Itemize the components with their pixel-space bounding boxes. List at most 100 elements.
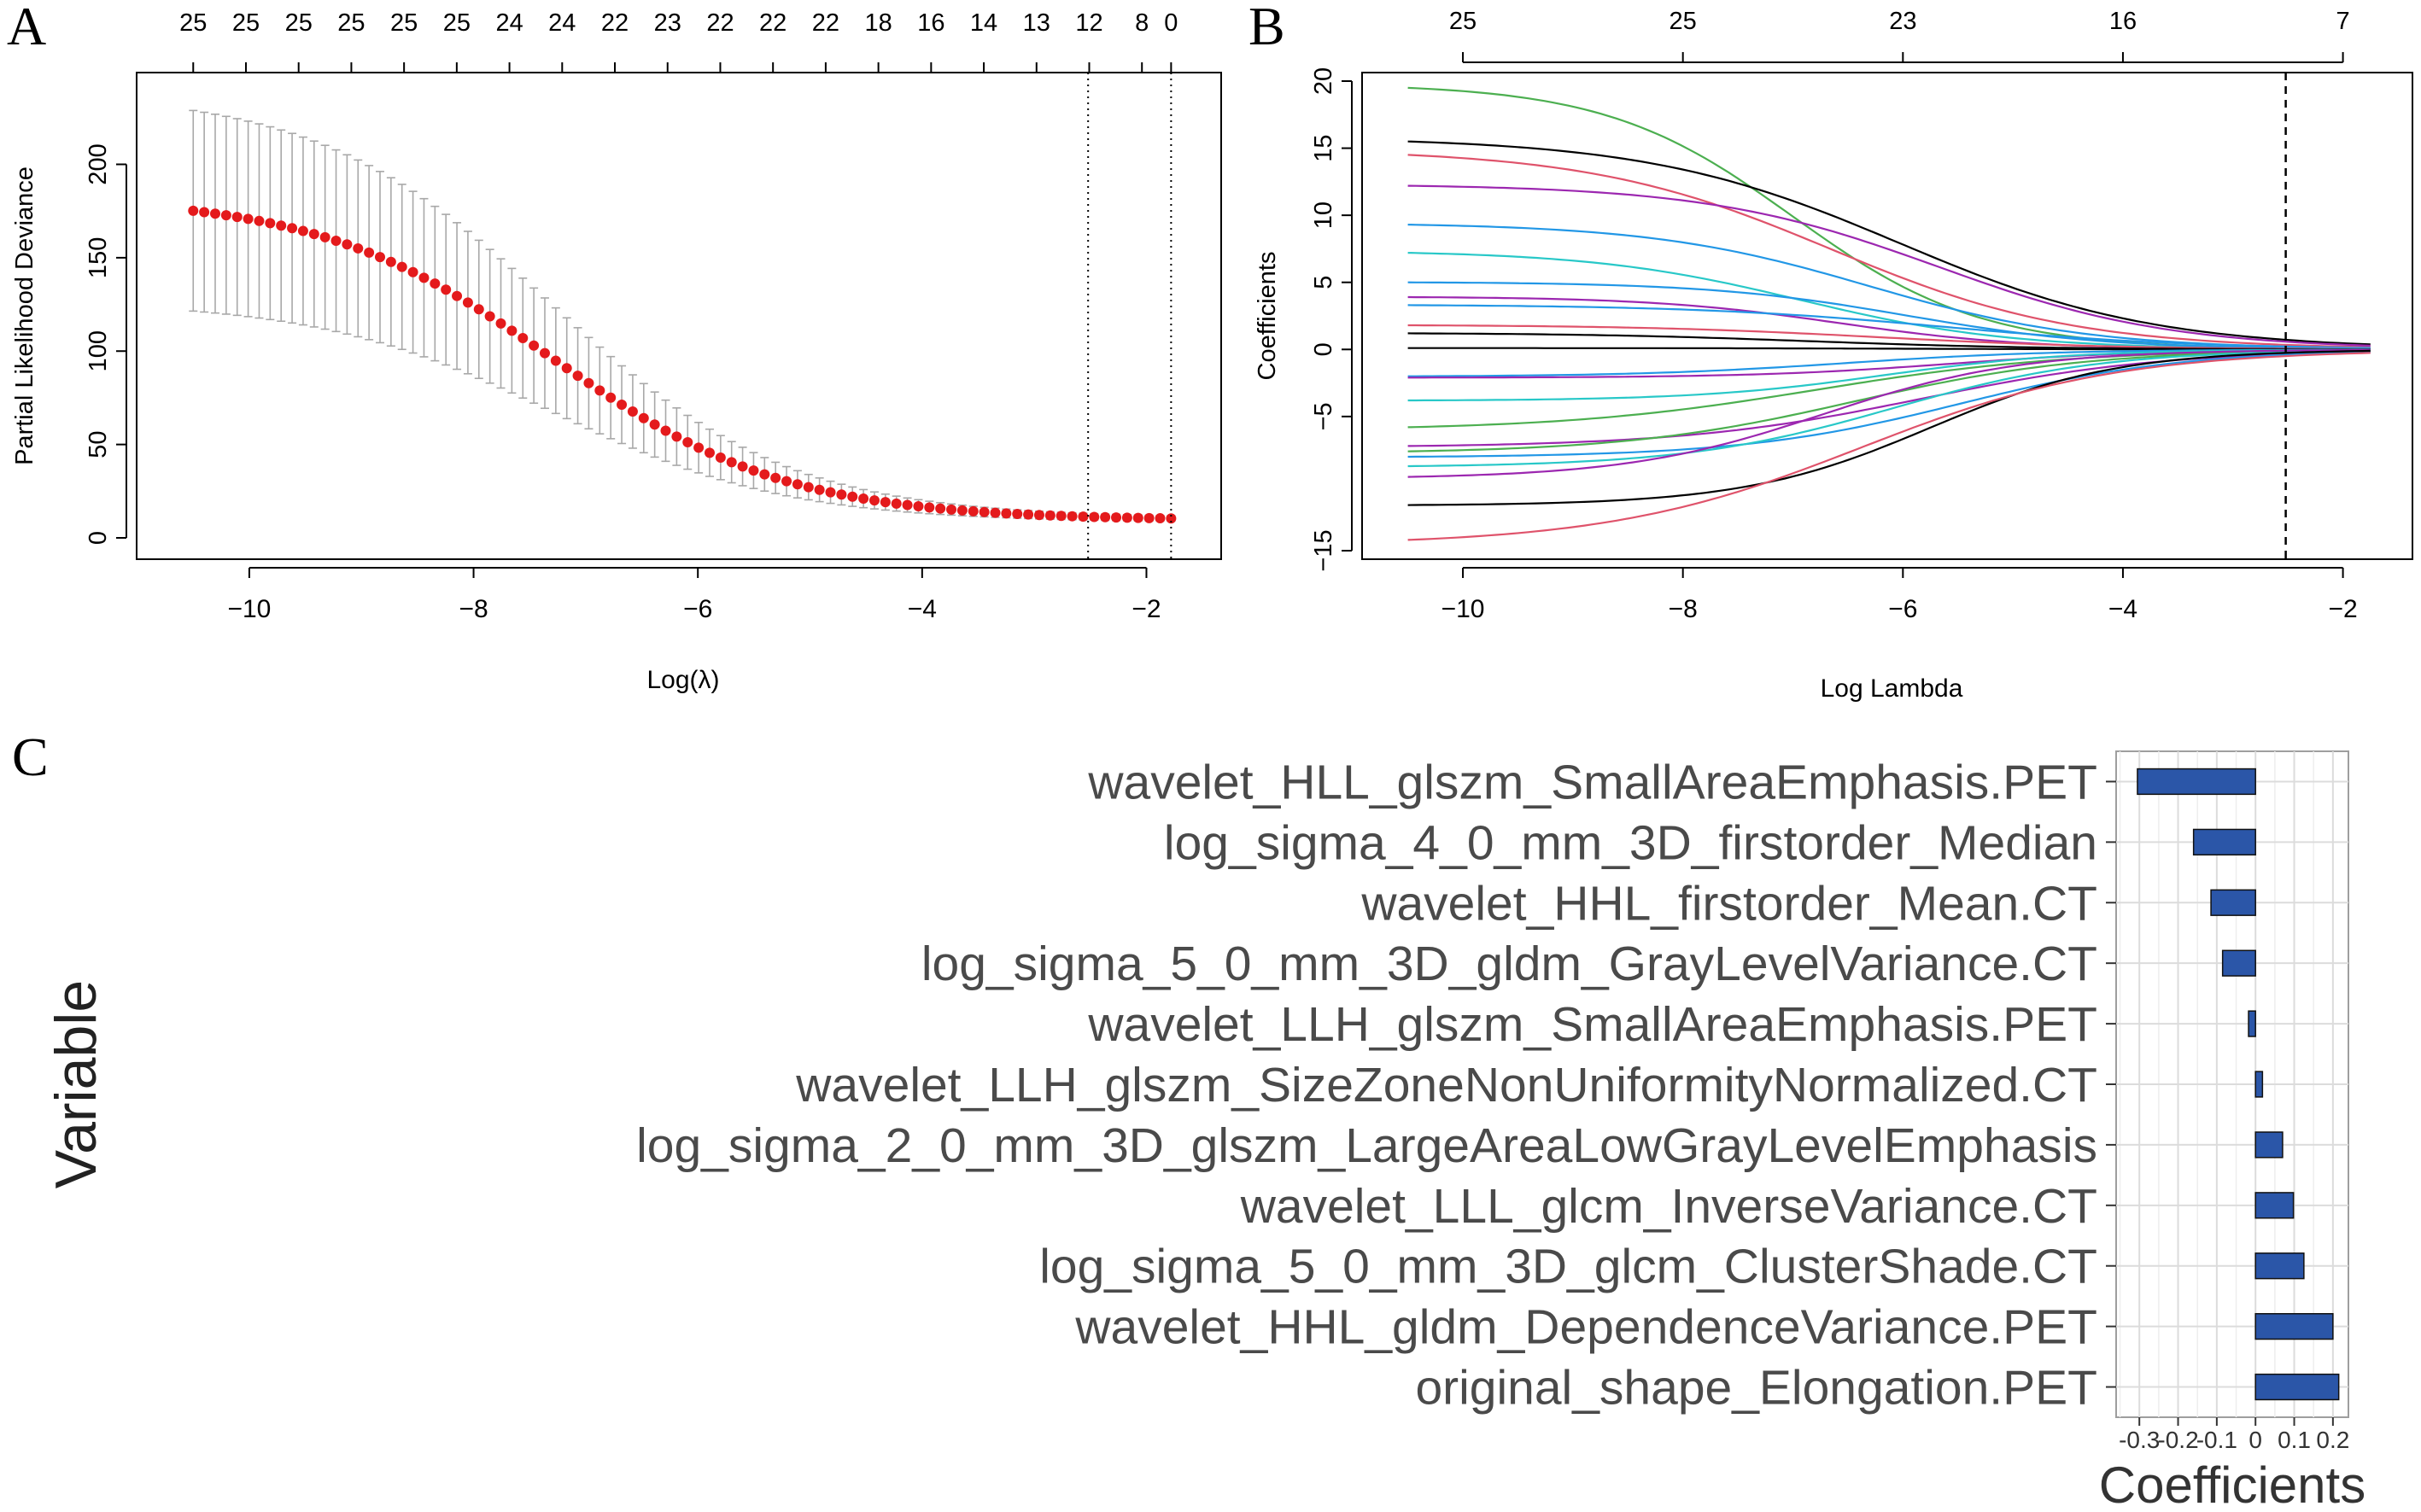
mean-point xyxy=(452,290,463,301)
mean-point xyxy=(627,406,638,417)
variable-label: log_sigma_4_0_mm_3D_firstorder_Median xyxy=(1164,815,2097,870)
mean-point xyxy=(737,461,748,472)
x-tick-label: -0.3 xyxy=(2119,1427,2160,1453)
mean-point xyxy=(770,472,781,483)
top-tick-label: 24 xyxy=(495,9,523,37)
y-tick-label: 10 xyxy=(1310,201,1337,229)
top-tick-label: 18 xyxy=(864,9,892,37)
top-tick-label: 0 xyxy=(1164,9,1178,37)
mean-point xyxy=(825,487,836,498)
mean-point xyxy=(495,318,506,329)
coefficient-line xyxy=(1407,304,2371,349)
mean-point xyxy=(330,235,342,246)
mean-point xyxy=(473,304,484,315)
mean-point xyxy=(418,272,430,283)
mean-point xyxy=(1033,510,1044,521)
coefficient-line xyxy=(1407,349,2371,468)
x-tick-label: 0.1 xyxy=(2278,1427,2311,1453)
x-tick-label: −2 xyxy=(1132,595,1161,623)
mean-point xyxy=(374,252,385,263)
mean-point xyxy=(968,505,979,517)
mean-point xyxy=(924,502,935,513)
mean-point xyxy=(407,266,418,277)
mean-point xyxy=(583,377,594,388)
mean-point xyxy=(858,493,869,505)
mean-point xyxy=(265,218,276,229)
mean-point xyxy=(385,256,396,267)
top-tick-label: 16 xyxy=(2109,8,2137,35)
x-tick-label: 0 xyxy=(2248,1427,2262,1453)
y-tick-label: 100 xyxy=(85,330,112,371)
mean-point xyxy=(726,457,737,468)
coefficient-line xyxy=(1407,352,2371,541)
mean-point xyxy=(364,247,375,258)
mean-point xyxy=(484,311,495,322)
mean-point xyxy=(518,333,529,344)
mean-point xyxy=(671,431,682,442)
coefficient-bar xyxy=(2192,828,2256,856)
mean-point xyxy=(605,392,617,403)
coefficient-line xyxy=(1407,349,2371,506)
coefficient-line xyxy=(1407,348,2371,478)
panel-a-lambda-lines xyxy=(1087,73,1172,559)
mean-point xyxy=(946,504,957,515)
x-tick-label: −8 xyxy=(1669,595,1698,623)
top-tick-label: 25 xyxy=(1670,8,1697,35)
variable-label: wavelet_HHL_gldm_DependenceVariance.PET xyxy=(1074,1300,2097,1355)
mean-point xyxy=(297,225,308,236)
mean-point xyxy=(781,476,792,487)
x-tick-label: −6 xyxy=(683,595,712,623)
panel-b-label: B xyxy=(1249,0,1285,56)
panel-b-plot-frame xyxy=(1361,72,2413,560)
top-tick-label: 8 xyxy=(1135,9,1149,37)
mean-point xyxy=(847,491,858,502)
coefficient-line xyxy=(1407,184,2371,347)
mean-point xyxy=(396,261,407,272)
x-tick-label: −6 xyxy=(1888,595,1917,623)
mean-point xyxy=(276,220,287,231)
top-tick-label: 12 xyxy=(1075,9,1102,37)
panel-a-label: A xyxy=(7,0,46,56)
x-tick-label: −8 xyxy=(459,595,488,623)
variable-label: wavelet_LLH_glszm_SmallAreaEmphasis.PET xyxy=(1087,997,2097,1052)
x-tick-label: −4 xyxy=(2108,595,2137,623)
mean-point xyxy=(308,229,319,240)
mean-point xyxy=(506,325,518,336)
mean-point xyxy=(913,501,924,512)
top-tick-label: 16 xyxy=(917,9,944,37)
x-tick-label: −10 xyxy=(227,595,271,623)
mean-point xyxy=(902,499,913,511)
panel-c-x-axis-title: Coefficients xyxy=(2099,1457,2365,1512)
panel-a-mean-points xyxy=(188,205,1177,524)
mean-point xyxy=(1044,510,1056,521)
y-tick-label: 200 xyxy=(85,143,112,184)
x-tick-label: 0.2 xyxy=(2316,1427,2349,1453)
coefficient-line xyxy=(1407,281,2371,350)
mean-point xyxy=(1100,511,1111,522)
panel-b-coefficient-paths: B −10 −8 −6 −4 −2 −15 −5 0 5 10 15 20 25 25 23 16 7 Lo… xyxy=(1249,0,2413,703)
top-tick-label: 23 xyxy=(654,9,681,37)
mean-point xyxy=(1143,512,1155,523)
mean-point xyxy=(803,482,814,493)
coefficient-bar xyxy=(2248,1010,2256,1037)
mean-point xyxy=(572,371,583,382)
mean-point xyxy=(1111,512,1122,523)
mean-point xyxy=(638,412,649,423)
mean-point xyxy=(1132,512,1143,523)
coefficient-bar xyxy=(2254,1252,2305,1280)
mean-point xyxy=(617,399,628,410)
mean-point xyxy=(243,213,254,225)
variable-label: wavelet_LLH_glszm_SizeZoneNonUniformityN… xyxy=(795,1058,2097,1112)
mean-point xyxy=(1166,513,1177,524)
mean-point xyxy=(1155,513,1166,524)
coefficient-line xyxy=(1407,154,2371,348)
x-tick-label: −10 xyxy=(1441,595,1485,623)
mean-point xyxy=(287,223,298,234)
mean-point xyxy=(188,205,199,216)
mean-point xyxy=(231,212,243,223)
panel-a-x-axis-title: Log(λ) xyxy=(646,666,719,694)
top-tick-label: 25 xyxy=(443,9,471,37)
mean-point xyxy=(649,419,660,430)
panel-a-plot-frame xyxy=(136,72,1222,560)
